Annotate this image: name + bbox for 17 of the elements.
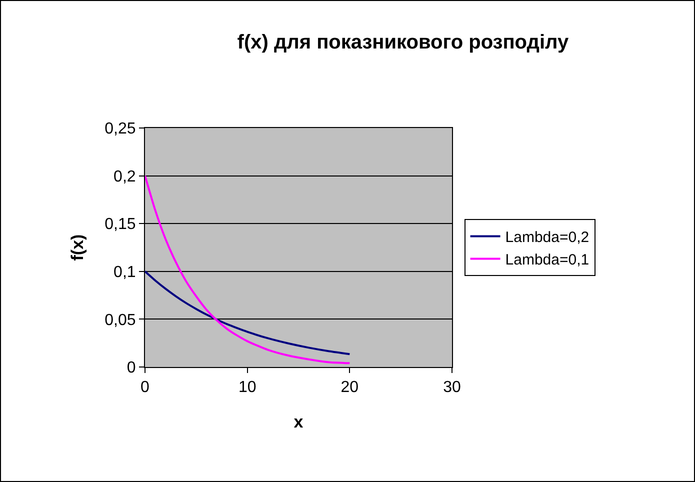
legend-label: Lambda=0,2 (505, 229, 590, 246)
y-tick-label: 0 (126, 360, 136, 377)
line-series (145, 270, 351, 356)
x-tick-label: 10 (238, 379, 256, 396)
y-tick-label: 0,25 (104, 120, 136, 138)
y-tick-label: 0,1 (114, 264, 136, 281)
chart-title: f(x) для показникового розподілу (237, 32, 570, 54)
y-tick-label: 0,15 (104, 216, 136, 234)
legend-label: Lambda=0,1 (505, 252, 590, 269)
y-axis-title: f(x) (68, 234, 88, 261)
x-tick-label: 0 (140, 379, 150, 396)
x-tick-label: 30 (443, 379, 461, 396)
y-tick-label: 0,2 (114, 168, 136, 186)
y-tick-label: 0,05 (104, 312, 136, 329)
line-series (145, 174, 351, 364)
x-axis-title: x (294, 412, 304, 432)
x-tick-label: 20 (340, 379, 359, 396)
